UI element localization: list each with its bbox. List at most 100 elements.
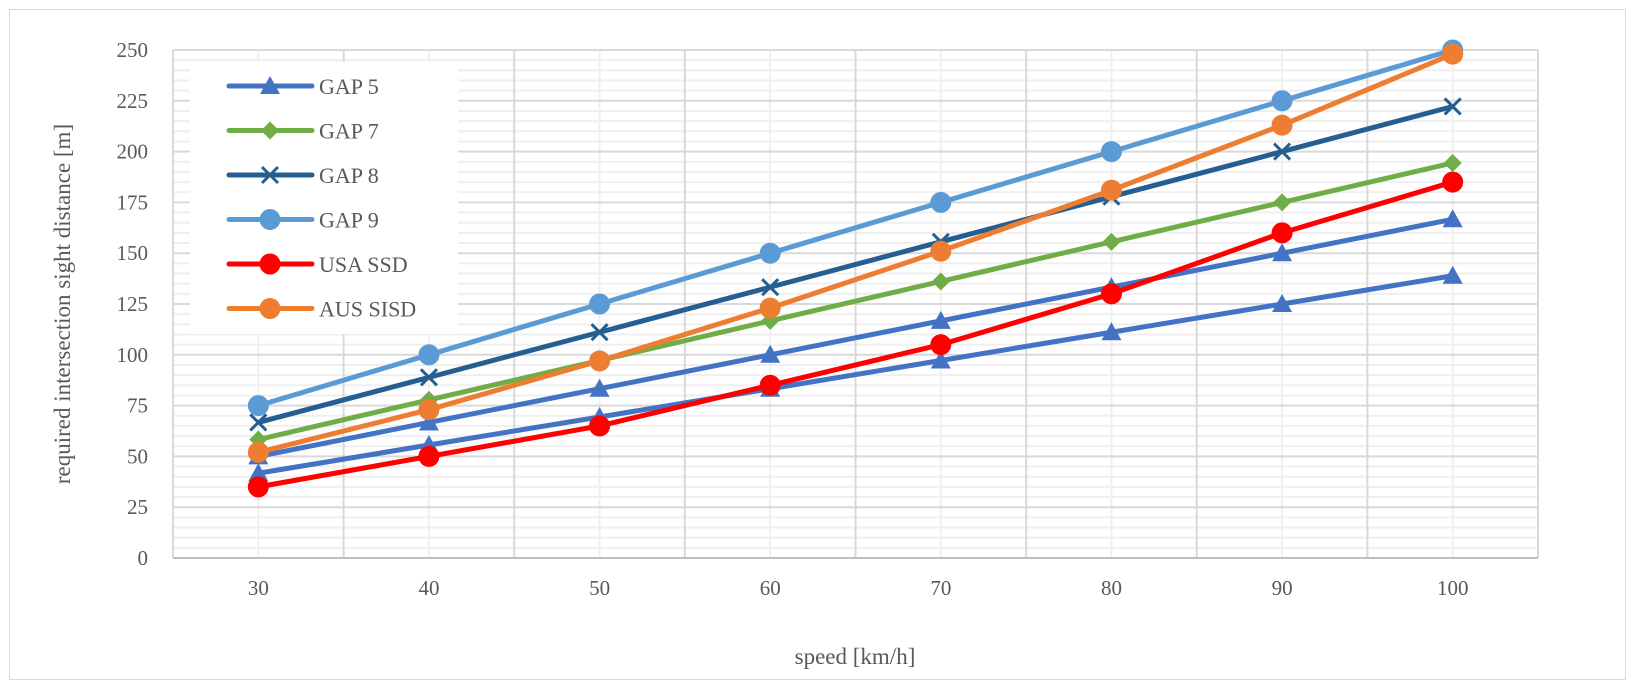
legend-marker xyxy=(259,253,281,275)
y-tick-label: 25 xyxy=(127,495,148,519)
x-tick-label: 60 xyxy=(760,576,781,600)
data-point xyxy=(1443,97,1462,116)
x-tick-label: 90 xyxy=(1272,576,1293,600)
data-point xyxy=(1100,283,1122,305)
series-layer xyxy=(247,39,1464,498)
data-point xyxy=(930,240,952,262)
data-point xyxy=(1100,141,1122,163)
data-point xyxy=(930,191,952,213)
data-point xyxy=(930,334,952,356)
legend-label: GAP 9 xyxy=(319,208,379,233)
data-point xyxy=(589,378,610,397)
data-point xyxy=(418,344,440,366)
series-line xyxy=(257,216,1454,459)
legend: GAP 5 GAP 7 GAP 8 GAP 9 USA SSD AUS SISD xyxy=(190,62,458,334)
legend-item: GAP 8 xyxy=(226,163,379,188)
y-tick-label: 150 xyxy=(117,241,149,265)
x-mark-stroke xyxy=(1272,142,1292,161)
series-line xyxy=(257,51,1454,455)
chart-frame xyxy=(9,9,1626,680)
legend-background xyxy=(190,62,458,334)
x-mark-stroke xyxy=(1443,97,1462,116)
y-tick-label: 50 xyxy=(127,444,148,468)
data-point xyxy=(1272,142,1292,161)
x-tick-label: 70 xyxy=(930,576,951,600)
series-line xyxy=(257,104,1454,425)
x-tick-label: 100 xyxy=(1437,576,1469,600)
x-tick-label: 40 xyxy=(418,576,439,600)
legend-marker xyxy=(261,121,279,140)
legend-marker xyxy=(259,209,281,230)
x-mark-stroke xyxy=(249,413,268,432)
data-point xyxy=(1442,265,1463,284)
data-point xyxy=(589,350,611,372)
x-tick-label: 80 xyxy=(1101,576,1122,600)
legend-label: GAP 8 xyxy=(319,163,379,188)
data-point xyxy=(418,399,440,421)
data-point xyxy=(1443,153,1462,172)
x-mark-stroke xyxy=(260,165,280,185)
x-mark-stroke xyxy=(419,368,438,387)
data-point xyxy=(1442,209,1463,228)
series-gap-7 xyxy=(249,153,1462,449)
data-point xyxy=(248,463,269,482)
data-point xyxy=(590,323,609,342)
data-point xyxy=(247,395,269,417)
y-tick-label: 250 xyxy=(117,38,149,62)
axes: 0 25 50 75 100 125 150 175 200 225 250 30 40 50 60 70 80… xyxy=(117,38,1538,600)
x-mark-stroke xyxy=(761,278,780,297)
y-tick-label: 75 xyxy=(127,394,148,418)
data-point xyxy=(1271,114,1293,136)
data-point xyxy=(761,278,780,297)
data-point xyxy=(931,272,950,291)
series-usa-ssd xyxy=(247,171,1464,498)
data-point xyxy=(759,374,781,396)
data-point xyxy=(418,412,439,431)
series-line xyxy=(257,160,1454,442)
y-tick-label: 0 xyxy=(138,546,149,570)
y-tick-label: 225 xyxy=(117,89,149,113)
data-point xyxy=(760,344,781,363)
data-point xyxy=(759,297,781,319)
data-point xyxy=(1102,232,1121,251)
legend-item: USA SSD xyxy=(226,252,408,277)
data-point xyxy=(589,293,611,315)
data-point xyxy=(930,350,951,369)
series-gap-9 xyxy=(247,39,1464,417)
data-point xyxy=(589,415,611,437)
legend-marker xyxy=(260,165,280,185)
data-point xyxy=(1271,222,1293,244)
data-point xyxy=(1273,193,1292,212)
x-mark-stroke xyxy=(590,323,609,342)
legend-item: GAP 5 xyxy=(226,74,379,99)
legend-label: GAP 7 xyxy=(319,119,379,144)
y-tick-label: 100 xyxy=(117,343,149,367)
legend-label: USA SSD xyxy=(319,252,408,277)
series-line xyxy=(257,273,1454,476)
data-point xyxy=(1271,90,1293,112)
data-point xyxy=(1272,294,1293,312)
data-point xyxy=(418,445,440,467)
data-point xyxy=(249,413,268,432)
series-line xyxy=(257,47,1454,408)
y-axis-label: required intersection sight distance [m] xyxy=(50,124,75,484)
data-point xyxy=(930,310,951,329)
data-point xyxy=(419,368,438,387)
data-point xyxy=(1272,243,1293,262)
data-point xyxy=(1442,171,1464,193)
series-aus-sisd xyxy=(247,43,1464,463)
data-point xyxy=(247,441,269,463)
y-tick-label: 175 xyxy=(117,190,149,214)
series-line xyxy=(257,179,1454,490)
y-tick-label: 200 xyxy=(117,140,149,164)
data-point xyxy=(1442,43,1464,65)
legend-item: GAP 7 xyxy=(226,119,379,144)
y-tick-label: 125 xyxy=(117,292,149,316)
legend-label: AUS SISD xyxy=(319,297,416,322)
x-tick-label: 50 xyxy=(589,576,610,600)
data-point xyxy=(1100,179,1122,201)
legend-marker xyxy=(259,298,281,319)
legend-item: AUS SISD xyxy=(226,297,416,322)
data-point xyxy=(247,476,269,498)
